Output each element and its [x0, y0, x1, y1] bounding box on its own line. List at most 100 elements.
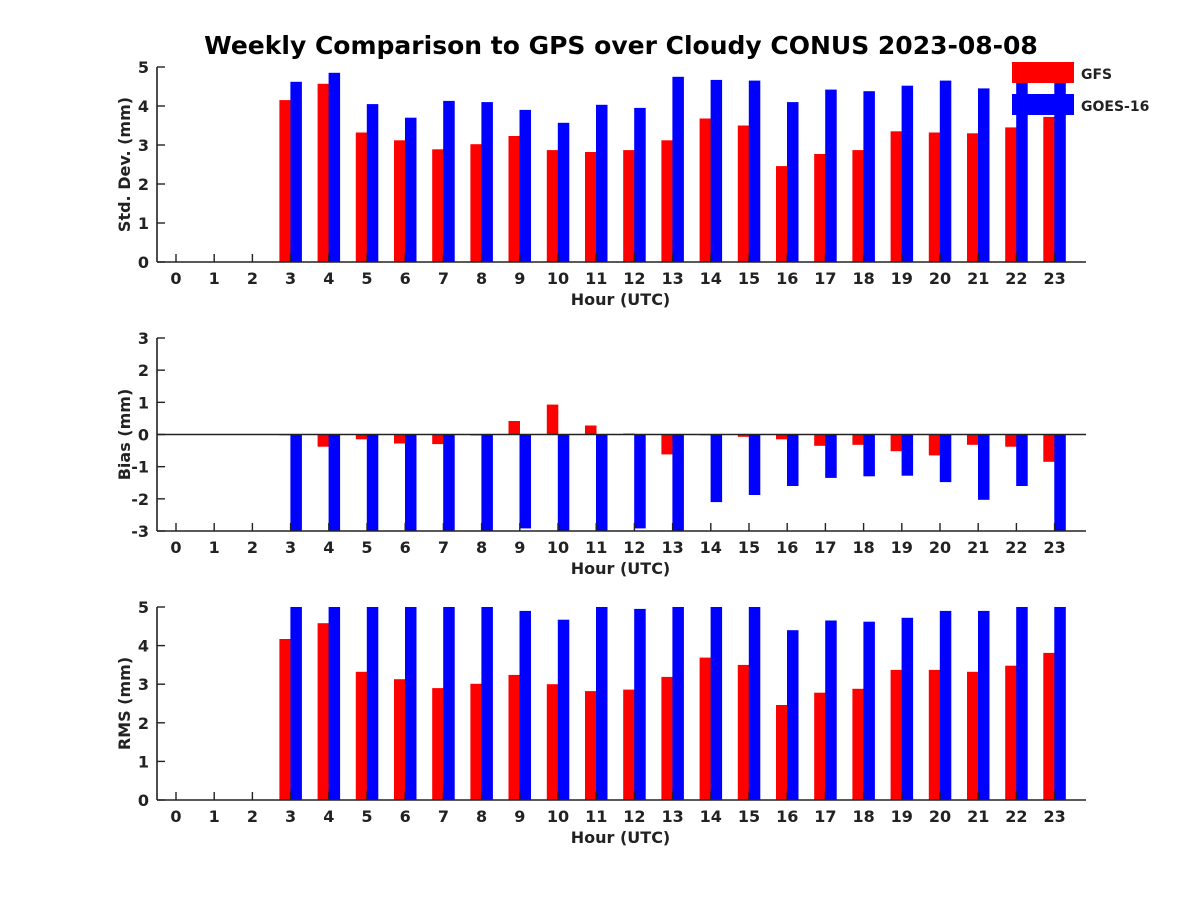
- bar-gfs-hour-16: [776, 166, 788, 262]
- bar-goes16-hour-22: [1016, 74, 1028, 262]
- x-tick-label: 20: [929, 538, 951, 557]
- bar-gfs-hour-3: [279, 639, 291, 800]
- bar-goes16-hour-12: [634, 608, 646, 800]
- y-tick-label: 2: [138, 714, 149, 733]
- x-tick-label: 17: [814, 807, 836, 826]
- x-tick-label: 4: [323, 807, 334, 826]
- bar-goes16-hour-3: [290, 434, 302, 531]
- bar-gfs-hour-8: [470, 683, 482, 800]
- bar-goes16-hour-17: [825, 89, 837, 262]
- x-tick-label: 1: [209, 538, 220, 557]
- bar-gfs-hour-23: [1043, 116, 1055, 263]
- bar-gfs-hour-19: [890, 669, 903, 800]
- x-tick-label: 2: [247, 269, 258, 288]
- bar-gfs-hour-15: [737, 664, 750, 800]
- x-tick-label: 18: [852, 538, 874, 557]
- x-tick-label: 23: [1043, 538, 1065, 557]
- x-tick-label: 21: [967, 269, 989, 288]
- x-tick-label: 19: [891, 807, 913, 826]
- bar-goes16-hour-5: [366, 434, 379, 531]
- x-tick-label: 14: [700, 807, 722, 826]
- bar-gfs-hour-14: [699, 657, 712, 800]
- x-tick-label: 18: [852, 807, 874, 826]
- bar-goes16-hour-14: [710, 607, 723, 800]
- x-tick-label: 0: [170, 538, 181, 557]
- x-tick-label: 5: [361, 807, 372, 826]
- x-tick-label: 3: [285, 269, 296, 288]
- bar-goes16-hour-11: [596, 104, 608, 262]
- y-tick-label: 1: [138, 393, 149, 412]
- x-tick-label: 13: [661, 807, 683, 826]
- bar-goes16-hour-4: [328, 72, 341, 262]
- y-tick-label: 5: [138, 58, 149, 77]
- x-tick-label: 4: [323, 538, 334, 557]
- bar-gfs-hour-23: [1043, 434, 1055, 462]
- bar-goes16-hour-11: [596, 607, 608, 800]
- y-tick-label: 1: [138, 214, 149, 233]
- bar-gfs-hour-5: [355, 434, 368, 440]
- x-tick-label: 12: [623, 269, 645, 288]
- x-tick-label: 1: [209, 807, 220, 826]
- legend-label-goes16: GOES-16: [1081, 99, 1149, 115]
- bar-goes16-hour-8: [481, 607, 493, 800]
- y-tick-label: 4: [138, 97, 149, 116]
- x-tick-label: 11: [585, 807, 607, 826]
- bar-gfs-hour-17: [814, 434, 826, 446]
- bar-goes16-hour-23: [1054, 607, 1066, 800]
- bar-gfs-hour-21: [967, 434, 979, 445]
- x-tick-label: 16: [776, 538, 798, 557]
- y-tick-label: 2: [138, 175, 149, 194]
- bar-gfs-hour-9: [508, 674, 520, 800]
- bar-gfs-hour-13: [661, 676, 673, 800]
- bar-gfs-hour-19: [890, 434, 903, 452]
- x-tick-label: 19: [891, 269, 913, 288]
- bar-goes16-hour-7: [443, 434, 455, 531]
- bar-gfs-hour-4: [317, 623, 330, 800]
- bar-gfs-hour-7: [432, 149, 444, 262]
- x-tick-label: 15: [738, 269, 760, 288]
- x-tick-label: 14: [700, 269, 722, 288]
- bar-goes16-hour-21: [978, 88, 990, 263]
- bar-goes16-hour-14: [710, 434, 723, 503]
- x-tick-label: 21: [967, 538, 989, 557]
- x-tick-label: 5: [361, 269, 372, 288]
- bar-goes16-hour-20: [939, 80, 952, 262]
- y-tick-label: 2: [138, 361, 149, 380]
- y-tick-label: -2: [131, 490, 149, 509]
- bar-gfs-hour-9: [508, 136, 520, 262]
- bar-goes16-hour-3: [290, 81, 302, 262]
- y-tick-label: 1: [138, 752, 149, 771]
- x-tick-label: 10: [547, 269, 569, 288]
- bar-goes16-hour-17: [825, 620, 837, 800]
- bar-gfs-hour-15: [737, 125, 750, 262]
- y-tick-label: 0: [138, 426, 149, 445]
- y-axis-label: RMS (mm): [115, 657, 134, 750]
- x-tick-label: 2: [247, 538, 258, 557]
- bar-goes16-hour-12: [634, 107, 646, 263]
- y-tick-label: 0: [138, 791, 149, 810]
- y-tick-label: -1: [131, 458, 149, 477]
- x-tick-label: 2: [247, 807, 258, 826]
- bar-gfs-hour-22: [1005, 434, 1017, 447]
- bar-goes16-hour-4: [328, 607, 341, 800]
- x-tick-label: 20: [929, 269, 951, 288]
- x-tick-label: 3: [285, 807, 296, 826]
- bar-gfs-hour-10: [546, 150, 559, 262]
- bar-gfs-hour-20: [928, 434, 941, 456]
- bar-gfs-hour-9: [508, 421, 520, 435]
- x-tick-label: 10: [547, 538, 569, 557]
- x-axis-label: Hour (UTC): [571, 559, 671, 578]
- bar-gfs-hour-13: [661, 434, 673, 455]
- x-tick-label: 6: [400, 538, 411, 557]
- bar-goes16-hour-23: [1054, 434, 1066, 531]
- x-tick-label: 23: [1043, 269, 1065, 288]
- bar-goes16-hour-6: [405, 117, 417, 262]
- x-tick-label: 17: [814, 269, 836, 288]
- bar-goes16-hour-20: [939, 610, 952, 800]
- bar-goes16-hour-7: [443, 607, 455, 800]
- x-tick-label: 5: [361, 538, 372, 557]
- bar-gfs-hour-6: [394, 679, 406, 800]
- bar-gfs-hour-12: [623, 689, 635, 800]
- bar-gfs-hour-16: [776, 434, 788, 440]
